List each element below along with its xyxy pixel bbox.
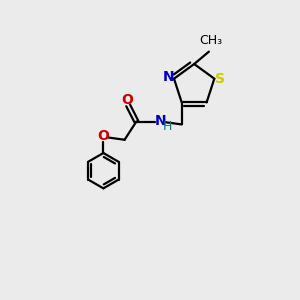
Text: CH₃: CH₃: [199, 34, 222, 47]
Text: O: O: [98, 129, 109, 143]
Text: S: S: [214, 72, 225, 86]
Text: N: N: [155, 114, 166, 128]
Text: O: O: [121, 93, 133, 107]
Text: N: N: [163, 70, 175, 84]
Text: H: H: [162, 120, 172, 133]
